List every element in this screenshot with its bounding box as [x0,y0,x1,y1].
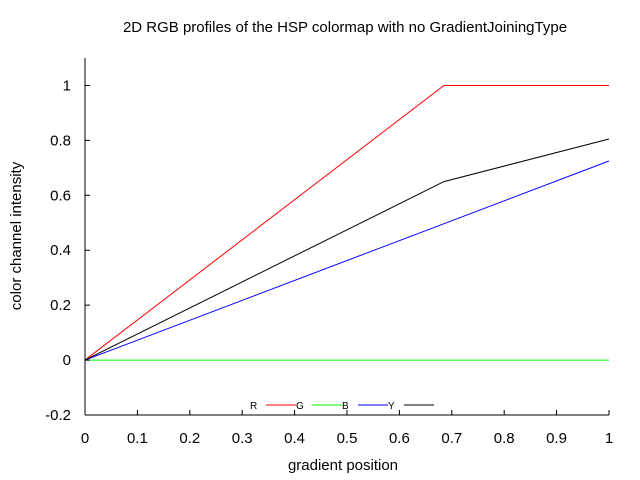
ticks: 0 0.1 0.2 0.3 0.4 0.5 0.6 0.7 0.8 0.9 1 -0.2 0 0.2 0.4… [45,77,613,447]
x-tick-label: 0.1 [127,430,148,447]
chart-title: 2D RGB profiles of the HSP colormap with… [123,19,567,36]
series-line-y [84,138,610,361]
x-tick-label: 0.3 [232,430,253,447]
x-tick-label: 0.5 [337,430,358,447]
x-tick-label: 0.4 [284,430,305,447]
x-tick-label: 1 [605,430,613,447]
y-tick-label: 0.4 [50,242,71,259]
x-tick-label: 0 [81,430,89,447]
plot-lines [84,84,610,361]
legend-label-y: Y [388,401,395,412]
series-line-b [84,160,610,361]
x-tick-label: 0.9 [546,430,567,447]
y-tick-label: -0.2 [45,407,71,424]
axes [84,58,609,416]
x-tick-label: 0.7 [441,430,462,447]
legend-label-r: R [250,401,257,412]
x-tick-label: 0.8 [494,430,515,447]
x-axis-title: gradient position [288,457,398,474]
y-tick-label: 0 [63,352,71,369]
x-tick-label: 0.6 [389,430,410,447]
y-tick-label: 1 [63,77,71,94]
y-axis-title: color channel intensity [8,161,25,310]
series-line-r [84,84,609,361]
y-tick-label: 0.2 [50,297,71,314]
legend-label-b: B [342,401,349,412]
legend-label-g: G [296,401,304,412]
y-tick-label: 0.6 [50,187,71,204]
x-tick-label: 0.2 [179,430,200,447]
y-tick-label: 0.8 [50,132,71,149]
